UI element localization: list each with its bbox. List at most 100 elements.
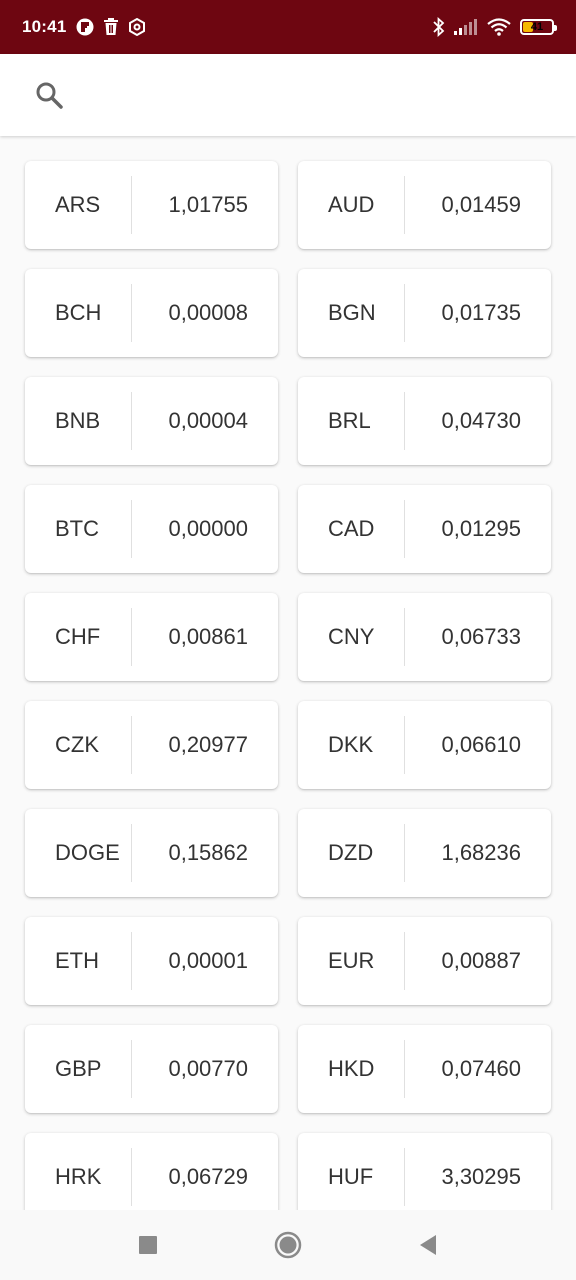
card-divider [404,176,405,234]
currency-card[interactable]: BGN 0,01735 [298,269,551,357]
card-divider [404,1040,405,1098]
card-divider [131,932,132,990]
currency-code: BCH [55,300,102,325]
currency-card[interactable]: ARS 1,01755 [25,161,278,249]
card-divider [131,392,132,450]
search-icon[interactable] [34,80,64,110]
exchange-rate-value: 0,01459 [441,192,521,217]
currency-card[interactable]: AUD 0,01459 [298,161,551,249]
flipboard-icon [76,18,94,36]
exchange-rate-value: 0,00008 [168,300,248,325]
currency-card[interactable]: GBP 0,00770 [25,1025,278,1113]
card-divider [131,608,132,666]
exchange-rate-value: 0,06610 [441,732,521,757]
exchange-rate-value: 0,00000 [168,516,248,541]
exchange-rate-value: 1,01755 [168,192,248,217]
card-divider [404,500,405,558]
status-time: 10:41 [22,17,67,36]
card-divider [404,392,405,450]
signal-icon [454,19,478,35]
card-divider [131,176,132,234]
currency-code: CZK [55,732,99,757]
exchange-rate-value: 0,04730 [441,408,521,433]
card-divider [131,824,132,882]
currency-code: HKD [328,1056,375,1081]
exchange-rate-value: 0,00001 [168,948,248,973]
currency-card[interactable]: EUR 0,00887 [298,917,551,1005]
search-input[interactable] [78,75,538,115]
card-divider [404,608,405,666]
currency-rate-grid: ARS 1,01755 AUD 0,01459 BCH 0,00008 BGN 0,01735… [0,136,576,1210]
card-divider [404,1148,405,1206]
currency-card[interactable]: CHF 0,00861 [25,593,278,681]
currency-card[interactable]: DKK 0,06610 [298,701,551,789]
currency-code: GBP [55,1056,102,1081]
exchange-rate-value: 0,00887 [441,948,521,973]
card-divider [404,824,405,882]
battery-fill [523,22,534,32]
currency-code: DKK [328,732,374,757]
currency-code: CNY [328,624,375,649]
home-circle-icon[interactable] [268,1225,308,1265]
exchange-rate-value: 0,00861 [168,624,248,649]
currency-code: BRL [328,408,371,433]
currency-code: BGN [328,300,376,325]
exchange-rate-value: 0,06733 [441,624,521,649]
currency-code: ETH [55,948,99,973]
card-divider [404,932,405,990]
exchange-rate-value: 0,01295 [441,516,521,541]
currency-card[interactable]: ETH 0,00001 [25,917,278,1005]
exchange-rate-value: 0,15862 [168,840,248,865]
currency-code: BTC [55,516,99,541]
currency-code: ARS [55,192,101,217]
exchange-rate-value: 0,07460 [441,1056,521,1081]
currency-code: CHF [55,624,101,649]
card-divider [131,716,132,774]
card-divider [131,1148,132,1206]
currency-card[interactable]: BCH 0,00008 [25,269,278,357]
currency-code: DZD [328,840,374,865]
currency-code: AUD [328,192,375,217]
trash-icon [103,18,119,36]
recents-square-icon[interactable] [128,1225,168,1265]
search-bar [0,54,576,136]
status-system-icons: 41 [433,17,557,37]
currency-code: CAD [328,516,375,541]
currency-card[interactable]: CAD 0,01295 [298,485,551,573]
exchange-rate-value: 3,30295 [441,1164,521,1189]
currency-card[interactable]: CZK 0,20977 [25,701,278,789]
currency-card[interactable]: BNB 0,00004 [25,377,278,465]
currency-card[interactable]: DZD 1,68236 [298,809,551,897]
card-divider [404,716,405,774]
currency-card[interactable]: BRL 0,04730 [298,377,551,465]
currency-card[interactable]: HKD 0,07460 [298,1025,551,1113]
battery-level: 41 [530,20,544,33]
exchange-rate-value: 0,06729 [168,1164,248,1189]
exchange-rate-value: 0,00004 [168,408,248,433]
currency-code: HRK [55,1164,102,1189]
battery-icon: 41 [520,19,557,35]
currency-code: DOGE [55,840,120,865]
exchange-rate-value: 0,20977 [168,732,248,757]
card-divider [131,284,132,342]
settings-hex-icon [128,18,146,36]
status-bar: 10:41 41 [0,0,576,54]
currency-code: BNB [55,408,101,433]
card-divider [131,1040,132,1098]
exchange-rate-value: 1,68236 [441,840,521,865]
back-triangle-icon[interactable] [408,1225,448,1265]
currency-code: EUR [328,948,375,973]
currency-card[interactable]: DOGE 0,15862 [25,809,278,897]
exchange-rate-value: 0,01735 [441,300,521,325]
currency-card[interactable]: HRK 0,06729 [25,1133,278,1210]
card-divider [404,284,405,342]
wifi-icon [487,18,511,36]
card-divider [131,500,132,558]
currency-card[interactable]: BTC 0,00000 [25,485,278,573]
exchange-rate-value: 0,00770 [168,1056,248,1081]
navigation-bar [0,1210,576,1280]
currency-code: HUF [328,1164,374,1189]
currency-card[interactable]: CNY 0,06733 [298,593,551,681]
currency-card[interactable]: HUF 3,30295 [298,1133,551,1210]
